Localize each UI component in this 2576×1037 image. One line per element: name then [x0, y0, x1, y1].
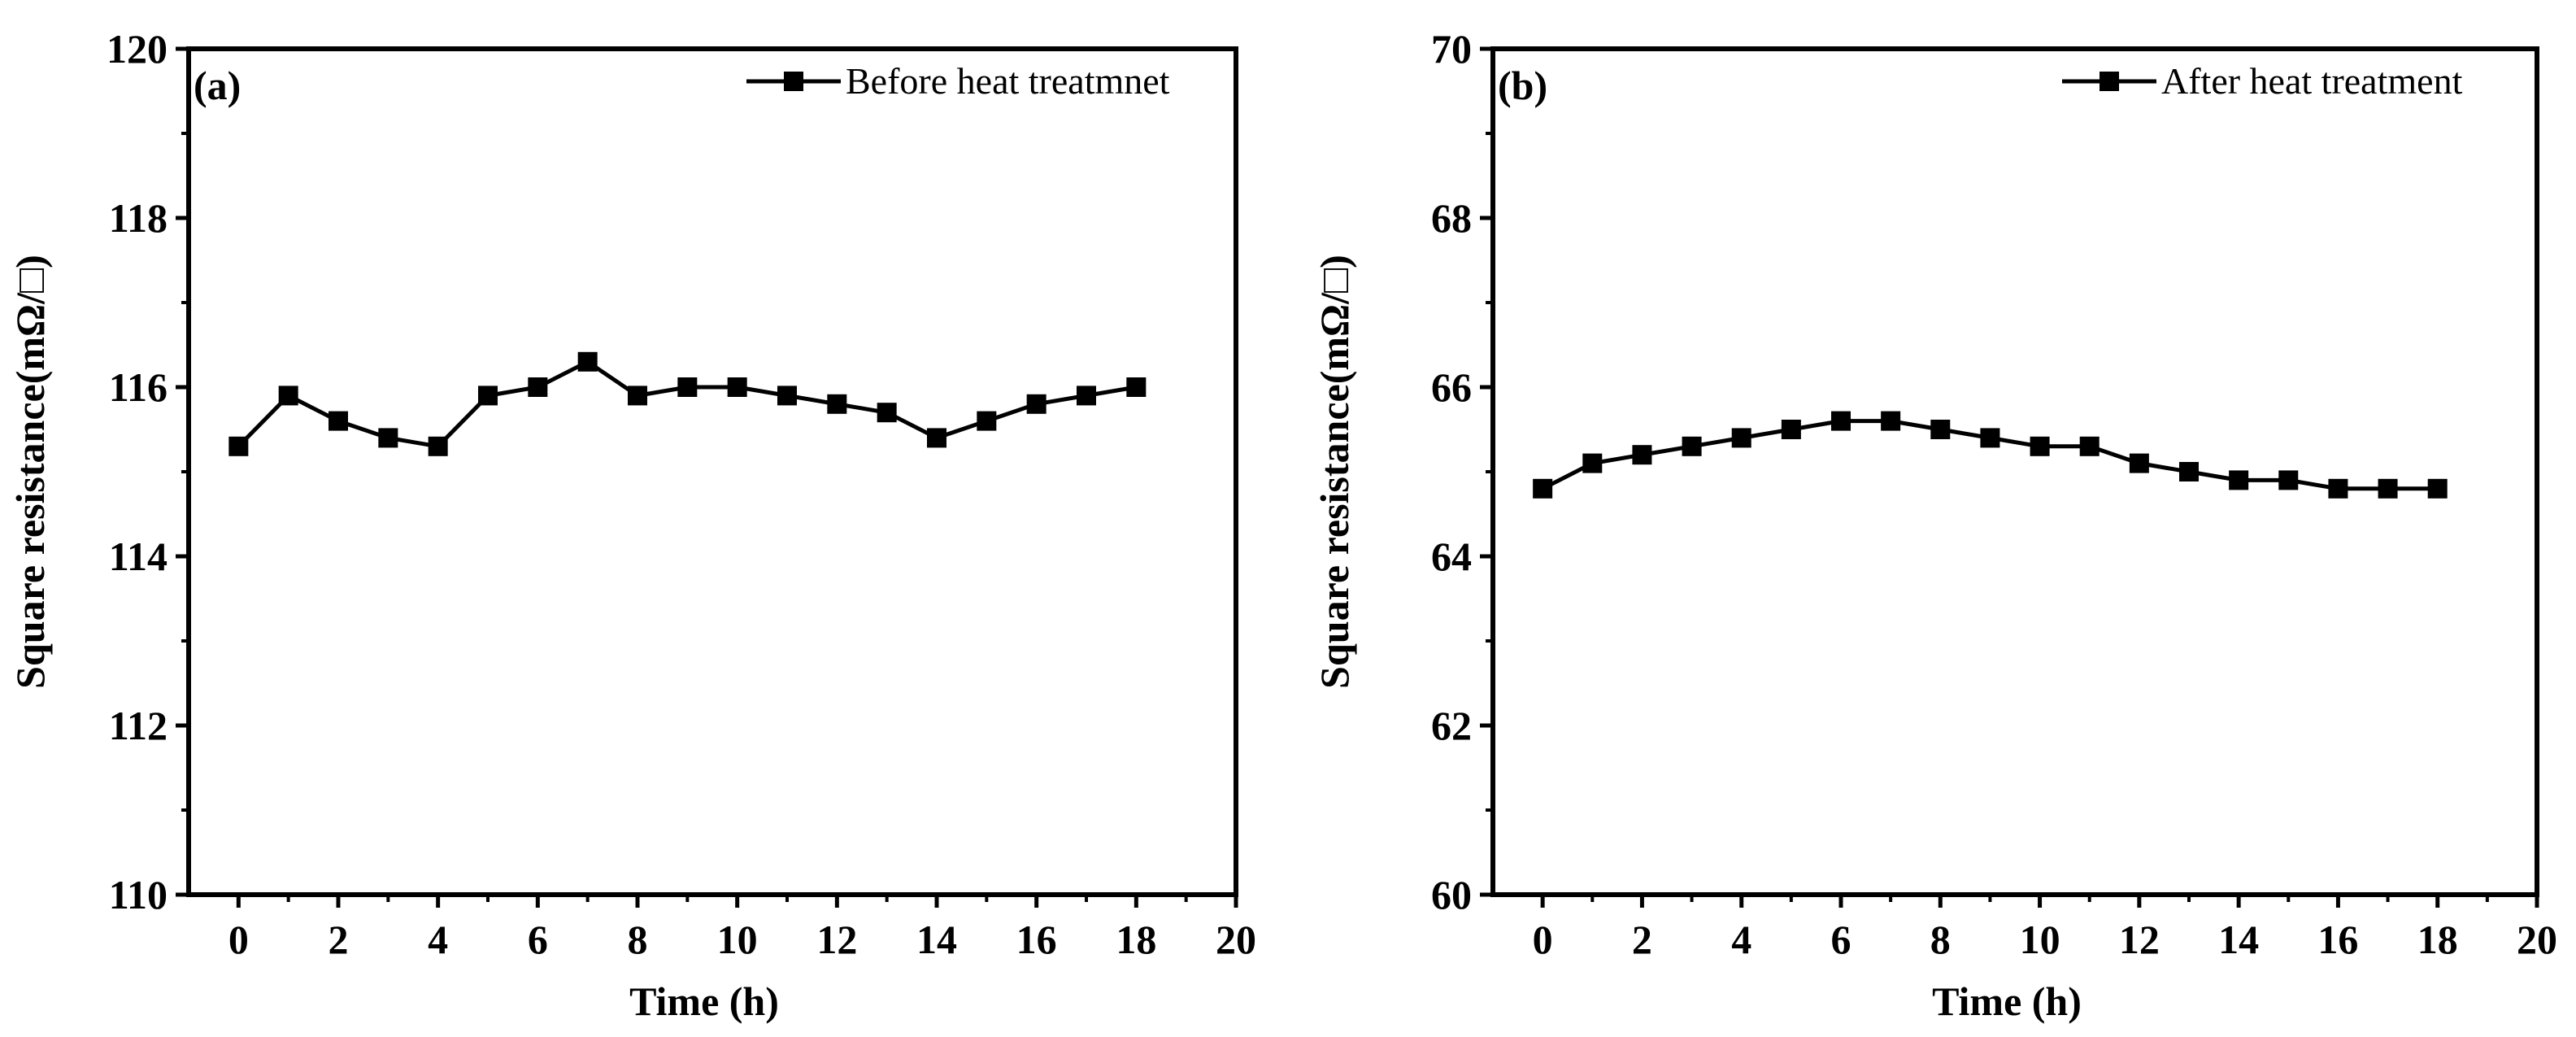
data-point [777, 386, 797, 406]
data-point [2079, 436, 2100, 456]
x-axis-title: Time (h) [629, 978, 779, 1024]
x-tick-label: 20 [1216, 917, 1256, 962]
data-point [2129, 453, 2149, 473]
data-point [2030, 436, 2050, 456]
x-tick-label: 12 [2119, 917, 2160, 962]
x-tick-label: 10 [717, 917, 758, 962]
chart-panel-a: 0 2 4 6 8 10 12 14 16 18 20 110 112 114 116 118 120 Time … [7, 26, 1256, 1024]
plot-frame [1490, 46, 2539, 897]
data-point [1980, 428, 2000, 448]
data-point [528, 377, 548, 397]
y-axis-title: Square resistance(mΩ/□) [1312, 255, 1357, 689]
data-point [1831, 411, 1851, 431]
x-tick-label: 4 [428, 917, 448, 962]
x-tick-label: 0 [228, 917, 249, 962]
x-tick-label: 2 [329, 917, 349, 962]
x-tick-label: 4 [1731, 917, 1751, 962]
data-point [628, 386, 647, 406]
data-point [927, 428, 946, 448]
data-point [1077, 386, 1096, 406]
data-point [2229, 470, 2249, 490]
x-tick-label: 8 [1930, 917, 1951, 962]
data-point [1533, 478, 1553, 499]
data-point [827, 394, 847, 414]
y-tick-label: 112 [109, 703, 168, 748]
series-line [237, 359, 1137, 449]
legend-marker [784, 72, 803, 91]
data-point [2328, 478, 2348, 499]
data-point [677, 377, 698, 397]
legend-label: Before heat treatmnet [846, 60, 1170, 102]
x-tick-label: 18 [1116, 917, 1156, 962]
y-tick-label: 110 [109, 872, 168, 917]
y-tick-label: 118 [109, 195, 168, 241]
x-tick-label: 14 [2218, 917, 2259, 962]
data-point [1731, 428, 1751, 448]
y-tick-label: 70 [1431, 26, 1472, 72]
data-point [478, 386, 498, 406]
x-tick-label: 16 [2317, 917, 2358, 962]
data-point [877, 403, 897, 423]
y-tick-label: 62 [1431, 703, 1472, 748]
panel-label: (a) [194, 63, 241, 108]
data-point [2427, 478, 2448, 499]
x-tick-label: 18 [2417, 917, 2458, 962]
data-point [1930, 420, 1951, 439]
data-point [1682, 436, 1702, 456]
legend-label: After heat treatment [2161, 60, 2463, 102]
data-point [1026, 394, 1046, 414]
x-tick-label: 6 [528, 917, 548, 962]
plot-frame [186, 46, 1238, 897]
x-tick-label: 14 [916, 917, 957, 962]
data-point [1781, 420, 1801, 439]
data-point [577, 351, 598, 372]
x-tick-label: 20 [2517, 917, 2557, 962]
data-point [1126, 377, 1147, 397]
x-tick-label: 0 [1533, 917, 1553, 962]
x-tick-label: 10 [2020, 917, 2060, 962]
y-tick-label: 66 [1431, 364, 1472, 410]
x-tick-label: 6 [1831, 917, 1852, 962]
data-point [278, 386, 298, 406]
y-tick-label: 60 [1431, 872, 1472, 917]
data-point [228, 436, 249, 456]
y-tick-label: 64 [1431, 534, 1472, 579]
x-tick-label: 2 [1632, 917, 1652, 962]
x-axis-title: Time (h) [1932, 978, 2082, 1024]
y-tick-label: 116 [109, 364, 168, 410]
data-point [329, 411, 348, 431]
y-tick-label: 68 [1431, 195, 1472, 241]
data-point [2278, 470, 2299, 490]
data-point [428, 436, 448, 456]
data-point [727, 377, 747, 397]
data-point [1881, 411, 1901, 431]
data-point [2378, 478, 2398, 499]
data-point [977, 411, 997, 431]
y-tick-label: 120 [107, 26, 168, 72]
data-point [1582, 453, 1603, 473]
data-point [378, 428, 398, 448]
data-point [2179, 462, 2199, 481]
x-tick-label: 16 [1016, 917, 1057, 962]
x-tick-label: 8 [628, 917, 648, 962]
y-axis-title: Square resistance(mΩ/□) [7, 255, 53, 689]
legend-marker [2100, 72, 2119, 91]
y-tick-label: 114 [109, 534, 168, 579]
panel-label: (b) [1498, 63, 1547, 108]
data-point [1632, 445, 1652, 465]
x-tick-label: 12 [816, 917, 857, 962]
